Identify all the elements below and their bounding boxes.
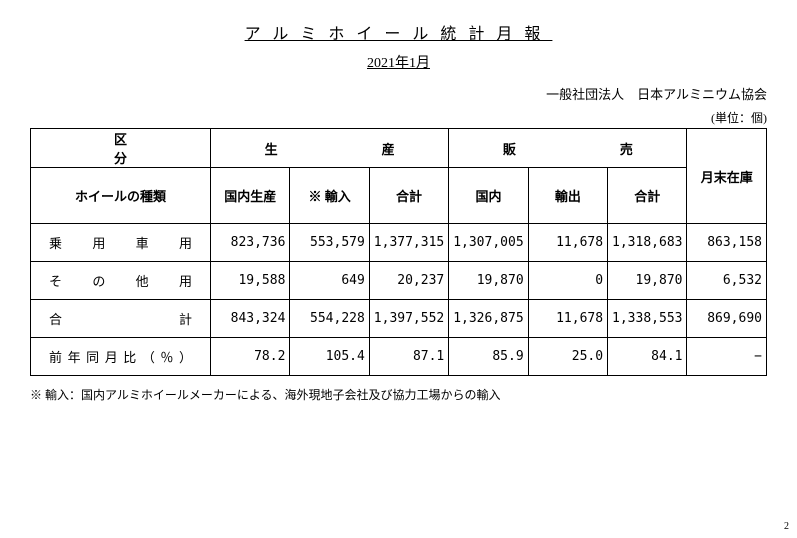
cell: 87.1 [369,338,448,376]
cell: 11,678 [528,224,607,262]
page-title: アルミホイール統計月報 [30,20,767,44]
cell: 6,532 [687,262,767,300]
cell: 1,397,552 [369,300,448,338]
cell: 863,158 [687,224,767,262]
cell: 0 [528,262,607,300]
cell: 1,318,683 [608,224,687,262]
col-export: 輸出 [528,168,607,224]
cell: 869,690 [687,300,767,338]
table-row: 合計 843,324 554,228 1,397,552 1,326,875 1… [31,300,767,338]
cell: 84.1 [608,338,687,376]
organization: 一般社団法人 日本アルミニウム協会 [30,84,767,103]
col-inventory: 月末在庫 [687,129,767,224]
cell: 1,326,875 [449,300,528,338]
cell: 1,377,315 [369,224,448,262]
cell: 553,579 [290,224,369,262]
cell: 843,324 [211,300,290,338]
table-header-row: 区 分 生 産 販 売 月末在庫 [31,129,767,168]
col-sales: 販 売 [449,129,687,168]
col-s-total: 合計 [608,168,687,224]
cell: 823,736 [211,224,290,262]
col-dom-prod: 国内生産 [211,168,290,224]
stats-table: 区 分 生 産 販 売 月末在庫 ホイールの種類 国内生産 ※ 輸入 合計 国内… [30,128,767,376]
cell: 105.4 [290,338,369,376]
unit-label: (単位：個) [30,109,767,126]
col-category: 区 分 [31,129,211,168]
table-row-yoy: 前年同月比（％） 78.2 105.4 87.1 85.9 25.0 84.1 … [31,338,767,376]
cell: 649 [290,262,369,300]
table-row: 乗用車用 823,736 553,579 1,377,315 1,307,005… [31,224,767,262]
cell: 554,228 [290,300,369,338]
cell: 78.2 [211,338,290,376]
col-import: ※ 輸入 [290,168,369,224]
row-label: 合計 [31,300,211,338]
col-wheel-type: ホイールの種類 [31,168,211,224]
cell: − [687,338,767,376]
col-p-total: 合計 [369,168,448,224]
row-label: 乗用車用 [31,224,211,262]
page-number: 2 [784,521,789,532]
row-label: その他用 [31,262,211,300]
cell: 85.9 [449,338,528,376]
cell: 19,588 [211,262,290,300]
cell: 19,870 [608,262,687,300]
table-row: その他用 19,588 649 20,237 19,870 0 19,870 6… [31,262,767,300]
table-subheader-row: ホイールの種類 国内生産 ※ 輸入 合計 国内 輸出 合計 [31,168,767,224]
cell: 19,870 [449,262,528,300]
footnote: ※ 輸入：国内アルミホイールメーカーによる、海外現地子会社及び協力工場からの輸入 [30,386,767,403]
cell: 20,237 [369,262,448,300]
cell: 25.0 [528,338,607,376]
col-domestic: 国内 [449,168,528,224]
cell: 1,338,553 [608,300,687,338]
page-subtitle: 2021年1月 [30,52,767,72]
cell: 11,678 [528,300,607,338]
row-label: 前年同月比（％） [31,338,211,376]
cell: 1,307,005 [449,224,528,262]
